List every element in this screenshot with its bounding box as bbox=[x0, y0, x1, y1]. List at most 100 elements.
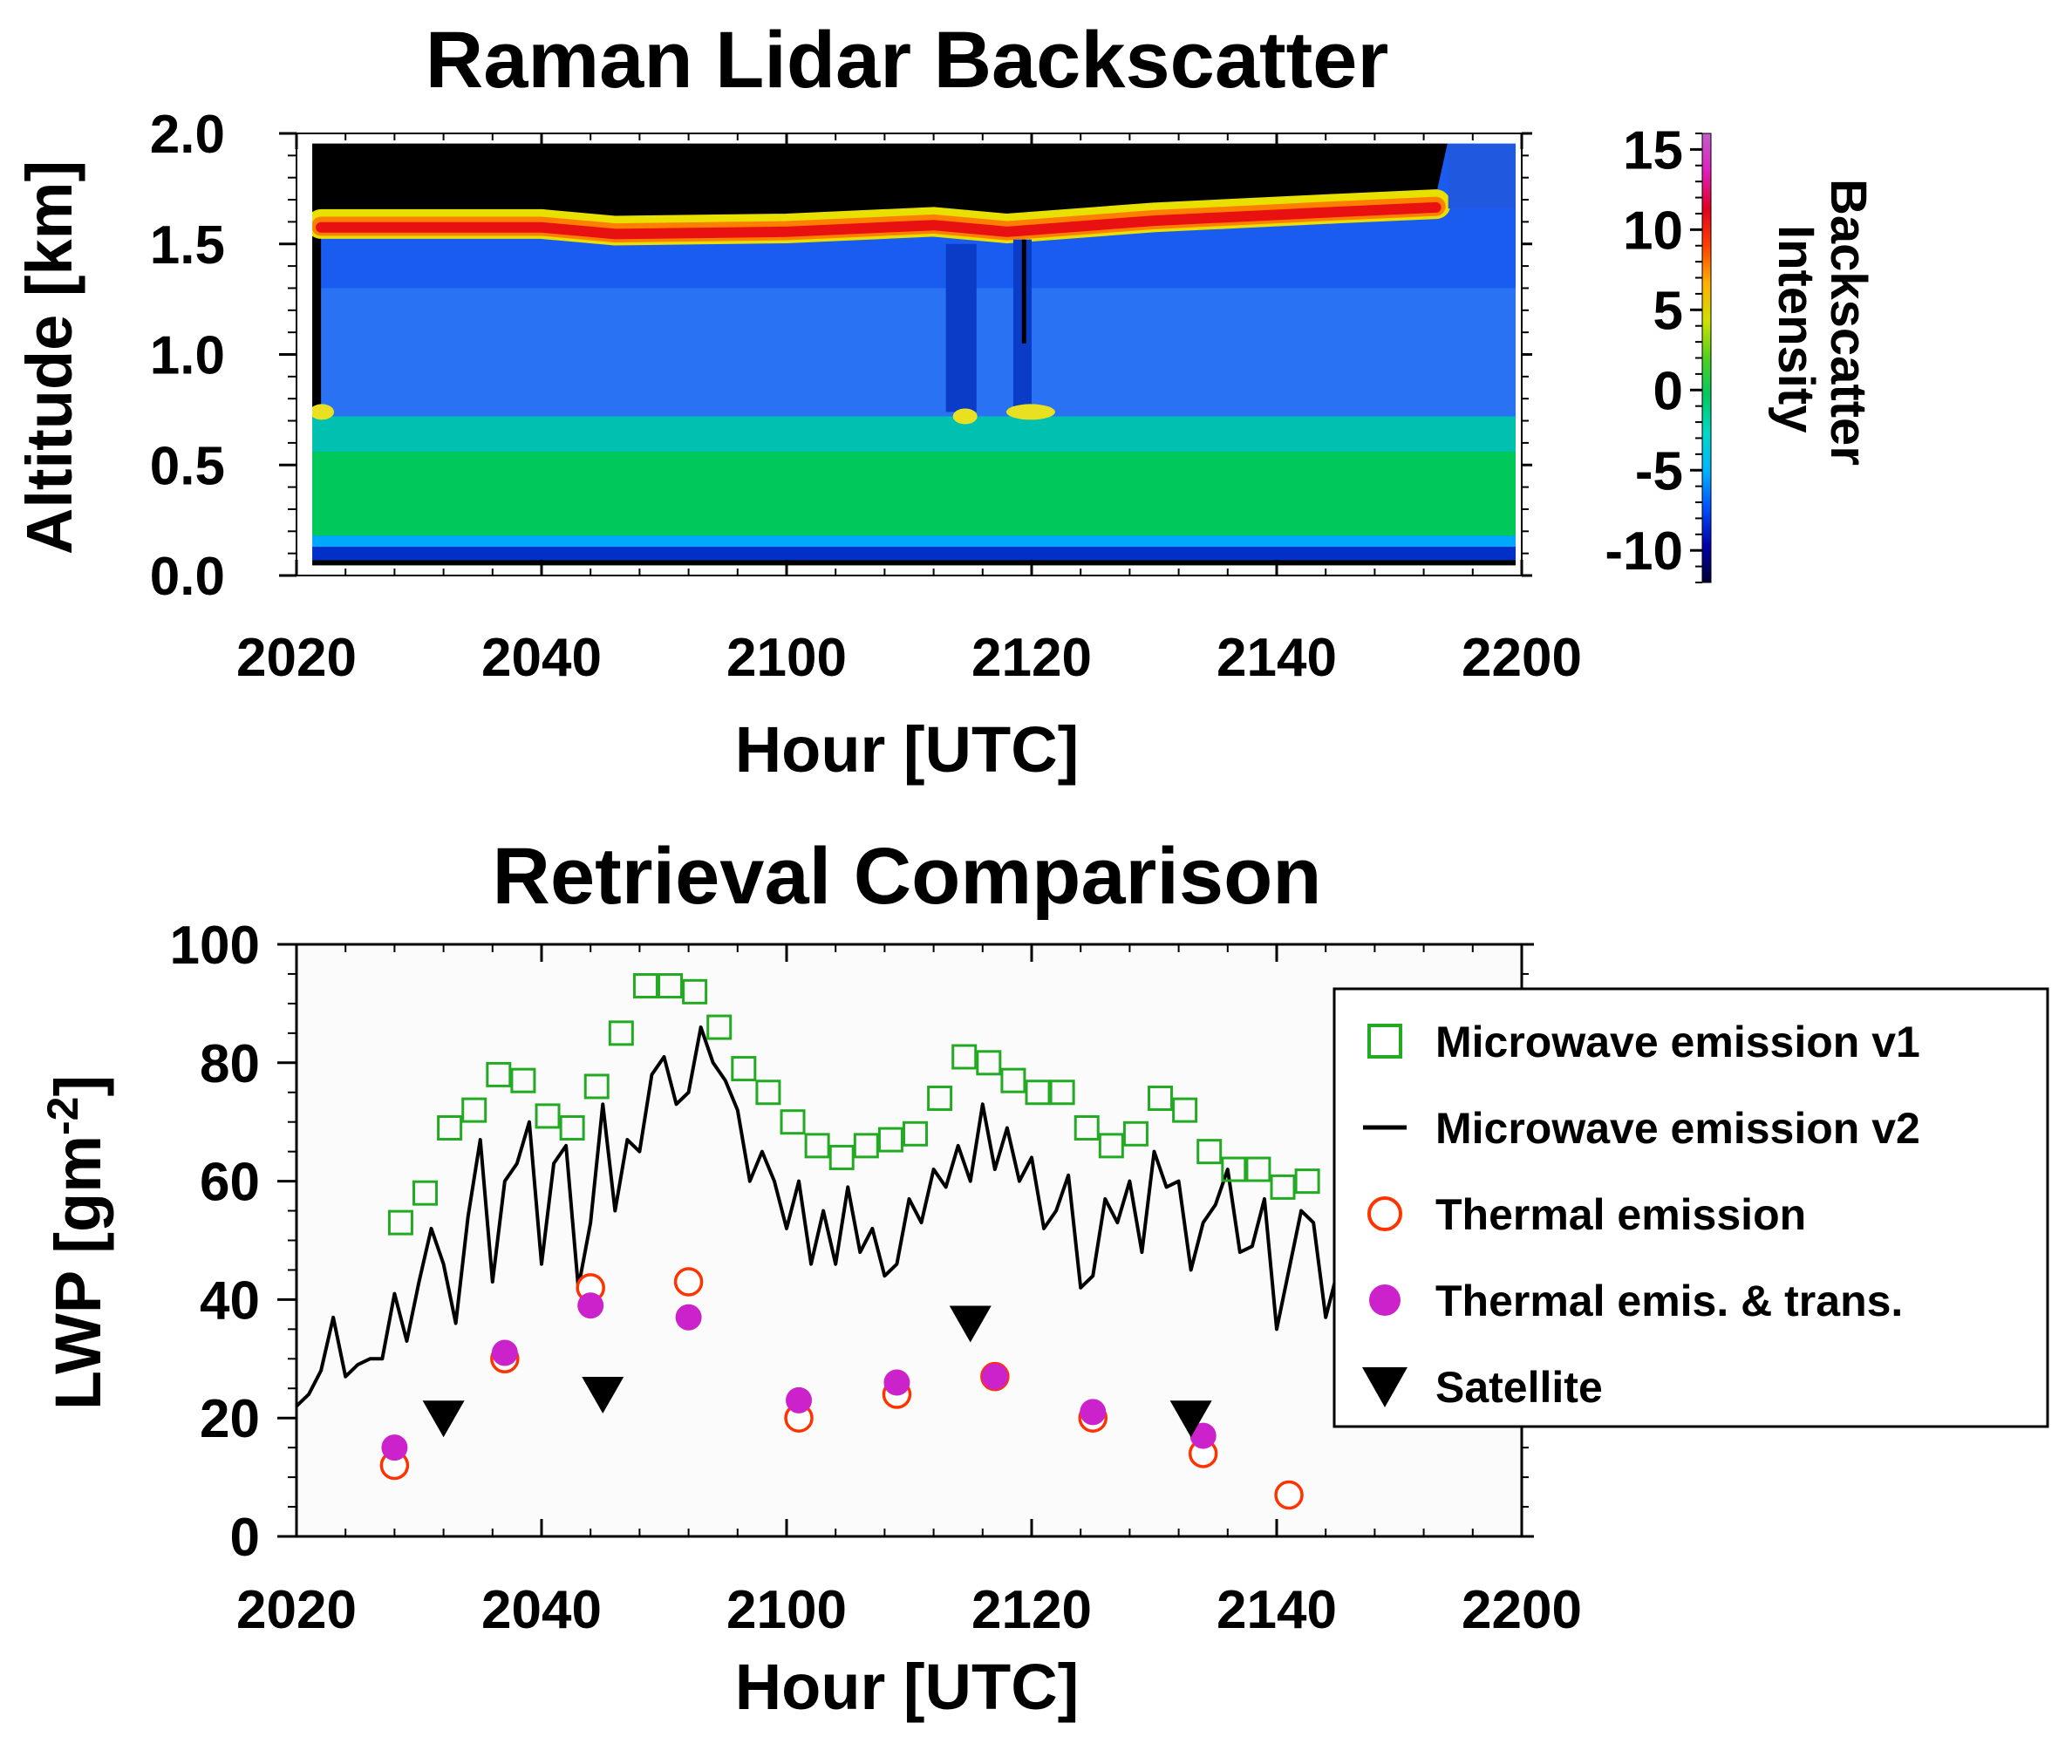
y-tick-label: 1.5 bbox=[150, 215, 225, 276]
y-tick-label: 20 bbox=[200, 1389, 260, 1449]
x-tick-label: 2040 bbox=[481, 1580, 602, 1640]
legend-label: Thermal emission bbox=[1435, 1190, 1806, 1239]
microwave-v1-point bbox=[804, 1133, 830, 1159]
lidar-heatmap bbox=[305, 136, 1523, 573]
legend-open-circle-icon bbox=[1367, 1196, 1402, 1231]
series-microwave-v2-line bbox=[295, 1025, 1462, 1408]
retrieval-y-label-exp: -2 bbox=[38, 1097, 87, 1135]
satellite-point bbox=[582, 1377, 624, 1414]
bl-top-patch bbox=[952, 408, 978, 425]
thermal-emis-trans-point bbox=[981, 1363, 1008, 1390]
microwave-v1-point bbox=[1270, 1174, 1296, 1200]
y-tick-label: 0 bbox=[230, 1508, 260, 1568]
right-end-region bbox=[1448, 140, 1520, 209]
y-tick-label: 0.5 bbox=[150, 436, 225, 496]
microwave-v1-point bbox=[1122, 1120, 1148, 1147]
microwave-v1-point bbox=[535, 1103, 561, 1129]
x-tick-label: 2020 bbox=[236, 628, 357, 688]
thermal-emis-trans-point bbox=[381, 1434, 408, 1461]
y-tick-label: 80 bbox=[200, 1034, 260, 1094]
colorbar-ramp bbox=[1701, 133, 1712, 583]
lidar-panel: Raman Lidar Backscatter 2020 2040 2100 2120… bbox=[13, 16, 1877, 786]
microwave-v1-point bbox=[1221, 1156, 1247, 1182]
microwave-v1-point bbox=[780, 1109, 806, 1135]
near-ground-band bbox=[309, 547, 1520, 561]
microwave-v1-point bbox=[1098, 1133, 1124, 1159]
microwave-v1-point bbox=[1294, 1168, 1320, 1195]
microwave-v1-point bbox=[976, 1050, 1002, 1076]
boundary-layer-top-band bbox=[309, 416, 1520, 453]
satellite-point bbox=[1169, 1400, 1212, 1438]
bl-top-patch bbox=[1005, 404, 1055, 420]
legend-square-icon bbox=[1367, 1024, 1402, 1059]
x-tick-label: 2120 bbox=[971, 1580, 1092, 1640]
colorbar-tick-label: 10 bbox=[1623, 201, 1683, 261]
microwave-v1-point bbox=[877, 1127, 903, 1153]
legend-label: Thermal emis. & trans. bbox=[1435, 1277, 1903, 1325]
microwave-v1-point bbox=[583, 1073, 610, 1100]
colorbar-tick-label: 15 bbox=[1623, 120, 1683, 180]
cloud-layer-core bbox=[316, 201, 1442, 240]
x-tick-label: 2100 bbox=[726, 628, 847, 688]
x-tick-label: 2120 bbox=[971, 628, 1092, 688]
legend-box bbox=[1332, 987, 2049, 1428]
retrieval-title: Retrieval Comparison bbox=[493, 832, 1322, 921]
lidar-x-label: Hour [UTC] bbox=[735, 713, 1080, 786]
dropout-line bbox=[1021, 239, 1026, 344]
thermal-emis-trans-point bbox=[883, 1369, 910, 1396]
y-tick-label: 100 bbox=[170, 916, 260, 976]
lidar-title: Raman Lidar Backscatter bbox=[426, 16, 1389, 105]
data-border bbox=[305, 136, 1523, 573]
microwave-v1-point bbox=[608, 1020, 634, 1046]
retrieval-panel: Retrieval Comparison 2020 2040 2100 2120 214… bbox=[38, 832, 2049, 1723]
clear-sky-region bbox=[309, 140, 1448, 222]
microwave-v1-point bbox=[559, 1114, 585, 1141]
thermal-emis-trans-point bbox=[786, 1386, 813, 1413]
legend-triangle-icon bbox=[1362, 1367, 1407, 1407]
microwave-v1-point bbox=[1245, 1156, 1271, 1182]
bl-top-patch bbox=[310, 404, 335, 420]
legend-label: Satellite bbox=[1435, 1363, 1603, 1412]
x-tick-label: 2140 bbox=[1217, 628, 1337, 688]
x-tick-label: 2200 bbox=[1462, 628, 1582, 688]
colorbar-tick-label: 5 bbox=[1653, 281, 1683, 341]
y-tick-label: 1.0 bbox=[150, 326, 225, 386]
microwave-v1-point bbox=[853, 1133, 879, 1159]
microwave-v1-point bbox=[903, 1120, 929, 1147]
thermal-emis-trans-point bbox=[491, 1339, 518, 1366]
retrieval-x-label: Hour [UTC] bbox=[735, 1651, 1080, 1723]
microwave-v1-point bbox=[927, 1086, 953, 1112]
colorbar-label-line1: Backscatter bbox=[1820, 179, 1877, 466]
lidar-y-label: Altitude [km] bbox=[13, 160, 85, 555]
microwave-v1-point bbox=[1196, 1139, 1223, 1165]
legend: Microwave emission v1 Microwave emission … bbox=[1332, 987, 2049, 1428]
colorbar-label-line2: Intensity bbox=[1768, 225, 1824, 433]
microwave-v1-point bbox=[682, 978, 708, 1005]
microwave-v1-point bbox=[1073, 1114, 1100, 1141]
x-tick-label: 2100 bbox=[726, 1580, 847, 1640]
microwave-v1-point bbox=[1172, 1097, 1198, 1123]
retrieval-frame bbox=[295, 943, 1523, 1538]
x-tick-label: 2040 bbox=[481, 628, 602, 688]
legend-label: Microwave emission v1 bbox=[1435, 1018, 1920, 1066]
dropout-column-1 bbox=[945, 243, 977, 412]
thermal-emis-trans-point bbox=[1189, 1422, 1217, 1449]
thermal-emis-trans-point bbox=[675, 1304, 702, 1331]
microwave-v1-point bbox=[510, 1067, 536, 1093]
microwave-v1-point bbox=[387, 1209, 413, 1236]
microwave-v1-point bbox=[1148, 1086, 1174, 1112]
y-tick-label: 40 bbox=[200, 1270, 260, 1331]
legend-filled-circle-icon bbox=[1369, 1284, 1401, 1316]
colorbar-tick-label: -10 bbox=[1605, 521, 1683, 582]
retrieval-y-label: LWP [gm-2] bbox=[38, 1075, 114, 1410]
ground-band bbox=[309, 560, 1520, 569]
thermal-emission-point bbox=[1274, 1480, 1304, 1510]
retrieval-y-label-close: ] bbox=[42, 1075, 114, 1097]
microwave-v1-point bbox=[731, 1056, 757, 1082]
microwave-v1-point bbox=[437, 1114, 463, 1141]
microwave-v1-point bbox=[1049, 1080, 1075, 1106]
microwave-v1-point bbox=[1025, 1080, 1051, 1106]
